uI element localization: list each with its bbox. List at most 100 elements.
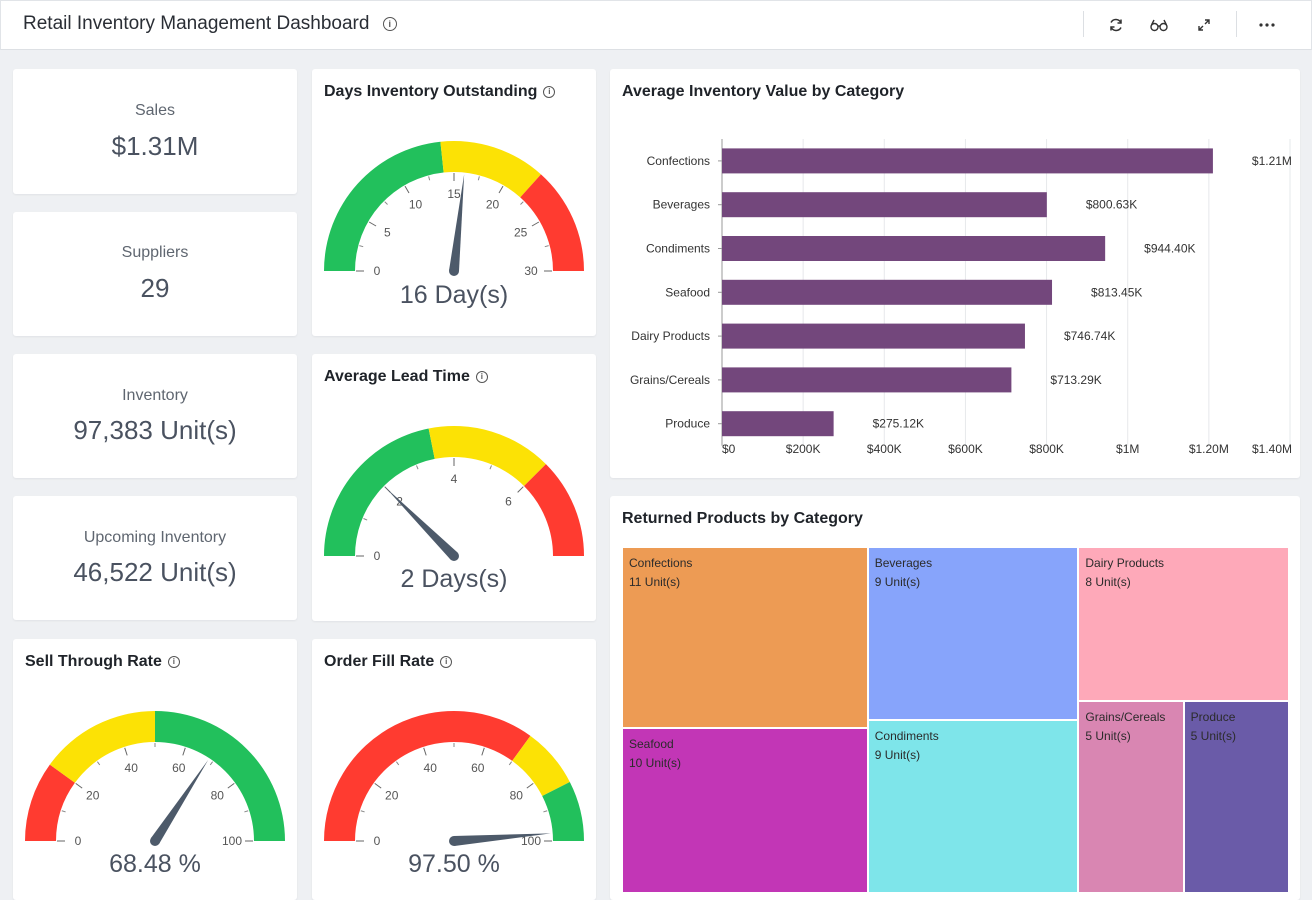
gauge-tick-label: 4: [451, 472, 458, 486]
treemap-card[interactable]: Returned Products by Category Confection…: [610, 496, 1300, 900]
gauge-tick-label: 0: [374, 264, 381, 278]
gauge-value: 16 Day(s): [399, 281, 509, 309]
treemap-cell[interactable]: Dairy Products 8 Unit(s): [1078, 547, 1289, 701]
x-tick-label: $0: [722, 442, 736, 456]
gauge-band: [440, 141, 541, 198]
gauge-minor-tick: [363, 518, 368, 521]
treemap-cell-value: 5 Unit(s): [1085, 728, 1131, 743]
kpi-value: 29: [140, 273, 170, 303]
gauge-minor-tick: [543, 810, 548, 813]
gauge-minor-tick: [384, 201, 388, 205]
bar[interactable]: [722, 323, 1025, 349]
gauge-minor-tick: [244, 810, 249, 813]
treemap-cell-value: 9 Unit(s): [874, 575, 921, 589]
kpi-label: Inventory: [122, 387, 188, 404]
treemap-cell[interactable]: Grains/Cereals 5 Unit(s): [1078, 700, 1184, 893]
gauge-minor-tick: [520, 201, 524, 205]
treemap-cell-value: 11 Unit(s): [629, 575, 681, 589]
gauge-card-sell-through-rate[interactable]: Sell Through Rate i 0 20 40 60 80 100 68.48 %: [13, 639, 297, 900]
treemap-cell[interactable]: Beverages 9 Unit(s): [867, 547, 1079, 720]
gauge-chart: 0 20 40 60 80 100: [324, 711, 584, 848]
bar-value-label: $813.45K: [1091, 285, 1142, 299]
bar-value-label: $275.12K: [873, 417, 924, 431]
bar[interactable]: [722, 279, 1053, 305]
gauge-minor-tick: [96, 761, 101, 766]
bar[interactable]: [722, 367, 1012, 393]
gauge-band: [324, 711, 531, 841]
card-title-text: Days Inventory Outstanding: [324, 83, 538, 100]
y-tick-label: Seafood: [665, 285, 710, 299]
refresh-icon[interactable]: [1105, 14, 1127, 36]
info-icon[interactable]: i: [440, 656, 453, 668]
gauge-tick-label: 20: [486, 197, 500, 211]
gauge-band: [428, 426, 546, 486]
gauge-tick-label: 0: [75, 834, 82, 848]
gauge-tick-label: 80: [510, 789, 524, 803]
bar[interactable]: [722, 148, 1213, 174]
gauge-value: 97.50 %: [408, 850, 500, 878]
gauge-band: [49, 711, 155, 783]
gauge-minor-tick: [544, 245, 549, 248]
gauge-tick: [531, 221, 540, 227]
kpi-value: $1.31M: [111, 131, 199, 161]
info-icon[interactable]: i: [475, 371, 488, 383]
bar[interactable]: [722, 236, 1106, 261]
treemap-cell[interactable]: Confections 11 Unit(s): [622, 547, 868, 729]
gauge-needle-hub: [449, 266, 459, 276]
gauge-minor-tick: [416, 465, 419, 470]
gauge-card-days-inventory-outstanding[interactable]: Days Inventory Outstanding i 0 5 10 15 20 25 30…: [312, 69, 596, 336]
gauge-minor-tick: [360, 810, 365, 813]
gauge-minor-tick: [359, 245, 364, 248]
info-icon[interactable]: i: [543, 86, 556, 98]
gauge-needle: [150, 759, 209, 844]
gauge-value: 2 Days(s): [400, 565, 508, 593]
bar-value-label: $1.21M: [1252, 154, 1292, 168]
bar[interactable]: [722, 192, 1047, 218]
info-icon[interactable]: i: [167, 656, 180, 668]
treemap-cell-value: 9 Unit(s): [874, 748, 921, 762]
kpi-value: 46,522 Unit(s): [73, 557, 237, 587]
more-options-icon[interactable]: [1256, 14, 1278, 36]
gauge-band: [512, 735, 570, 797]
treemap-cell[interactable]: Condiments 9 Unit(s): [867, 720, 1079, 893]
gauge-tick-label: 20: [86, 789, 100, 803]
bar-value-label: $746.74K: [1064, 329, 1115, 343]
bar-value-label: $944.40K: [1144, 242, 1195, 256]
treemap-cell-name: Beverages: [874, 556, 933, 570]
treemap-cell-name: Confections: [629, 556, 693, 570]
gauge-minor-tick: [209, 761, 214, 766]
gauge-band: [324, 141, 444, 271]
bar-chart-card[interactable]: Average Inventory Value by Category $0 $2…: [610, 69, 1300, 478]
x-tick-label: $1.20M: [1189, 442, 1229, 456]
kpi-label: Suppliers: [121, 244, 189, 261]
kpi-card-inventory[interactable]: Inventory 97,383 Unit(s): [13, 354, 297, 478]
card-title: Days Inventory Outstanding i: [324, 83, 556, 101]
gauge-tick: [526, 782, 534, 789]
gauge-card-order-fill-rate[interactable]: Order Fill Rate i 0 20 40 60 80 100 97.50 %: [312, 639, 596, 900]
kpi-card-suppliers[interactable]: Suppliers 29: [13, 212, 297, 336]
gauge-tick: [75, 782, 83, 789]
info-icon[interactable]: i: [382, 17, 397, 31]
treemap-cell-name: Grains/Cereals: [1085, 709, 1166, 724]
gauge-needle-hub: [449, 836, 459, 846]
gauge-tick: [481, 747, 485, 756]
card-title: Order Fill Rate i: [324, 653, 453, 671]
kpi-card-sales[interactable]: Sales $1.31M: [13, 69, 297, 194]
glasses-icon[interactable]: [1148, 14, 1170, 36]
treemap-cell[interactable]: Produce 5 Unit(s): [1183, 700, 1289, 893]
y-tick-label: Grains/Cereals: [630, 373, 710, 387]
gauge-minor-tick: [477, 176, 480, 181]
card-title-text: Average Inventory Value by Category: [622, 83, 905, 100]
gauge-band: [524, 464, 584, 556]
expand-icon[interactable]: [1193, 14, 1215, 36]
gauge-chart: 0 5 10 15 20 25 30: [324, 141, 584, 278]
gauge-minor-tick: [395, 761, 400, 766]
treemap-cell[interactable]: Seafood 10 Unit(s): [622, 728, 868, 893]
gauge-tick: [404, 185, 410, 194]
bar[interactable]: [722, 411, 834, 437]
gauge-minor-tick: [61, 810, 66, 813]
kpi-card-upcoming-inventory[interactable]: Upcoming Inventory 46,522 Unit(s): [13, 496, 297, 620]
gauge-tick-label: 30: [524, 264, 538, 278]
treemap-cell-name: Seafood: [629, 737, 674, 752]
